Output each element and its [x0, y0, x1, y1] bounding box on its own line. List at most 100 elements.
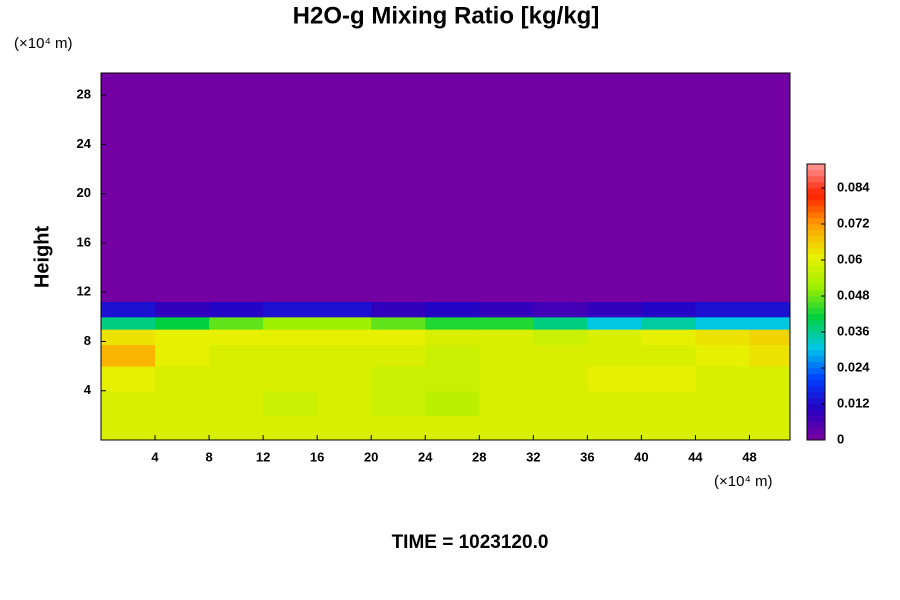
y-tick-label: 28	[77, 87, 91, 102]
heat-cell	[425, 316, 480, 330]
heat-cell	[641, 344, 696, 367]
heat-cell	[749, 144, 791, 244]
colorbar-band	[807, 332, 825, 339]
x-tick-label: 40	[634, 449, 648, 464]
heat-cell	[209, 316, 264, 330]
heat-cell	[263, 316, 318, 330]
heat-cell	[317, 73, 372, 145]
heat-cell	[317, 344, 372, 367]
heat-cell	[263, 301, 318, 318]
colorbar-band	[807, 374, 825, 381]
heat-cell	[209, 242, 264, 302]
heat-cell	[101, 329, 156, 346]
heat-cell	[749, 316, 791, 330]
heat-cell	[695, 344, 750, 367]
heat-cell	[641, 329, 696, 346]
heat-cell	[479, 316, 534, 330]
heat-cell	[101, 301, 156, 318]
heat-cell	[371, 329, 426, 346]
footer: TIME = 1023120.0	[392, 532, 549, 553]
heat-cell	[587, 366, 642, 392]
heat-cell	[155, 301, 210, 318]
heat-cell	[533, 344, 588, 367]
x-tick-label: 36	[580, 449, 594, 464]
colorbar-band	[807, 278, 825, 285]
chart-title: H2O-g Mixing Ratio [kg/kg]	[293, 2, 600, 29]
heat-cell	[425, 344, 480, 367]
x-tick-label: 28	[472, 449, 486, 464]
colorbar-band	[807, 398, 825, 405]
colorbar-tick-label: 0.072	[837, 215, 870, 230]
heat-cell	[263, 242, 318, 302]
colorbar-band	[807, 314, 825, 321]
heat-cell	[533, 242, 588, 302]
heat-cell	[533, 316, 588, 330]
heat-cell	[155, 73, 210, 145]
heat-cell	[587, 73, 642, 145]
y-tick-label: 20	[77, 185, 91, 200]
heat-cell	[209, 415, 264, 441]
colorbar-band	[807, 296, 825, 303]
colorbar-band	[807, 422, 825, 429]
heat-cell	[479, 390, 534, 416]
heat-cell	[371, 242, 426, 302]
heat-cell	[263, 73, 318, 145]
heat-cell	[155, 390, 210, 416]
heat-cell	[263, 390, 318, 416]
heat-cell	[695, 144, 750, 244]
colorbar-band	[807, 200, 825, 207]
colorbar-band	[807, 272, 825, 279]
colorbar-band	[807, 230, 825, 237]
colorbar-band	[807, 404, 825, 411]
heat-cell	[587, 242, 642, 302]
colorbar-band	[807, 176, 825, 183]
heat-cell	[533, 301, 588, 318]
heat-cell	[101, 390, 156, 416]
heat-cell	[749, 329, 791, 346]
colorbar-band	[807, 302, 825, 309]
colorbar-tick-label: 0	[837, 431, 844, 446]
x-tick-label: 8	[205, 449, 212, 464]
heat-cell	[479, 366, 534, 392]
heat-cell	[479, 242, 534, 302]
heat-cell	[749, 301, 791, 318]
heat-cell	[101, 344, 156, 367]
heat-cell	[533, 366, 588, 392]
colorbar-band	[807, 380, 825, 387]
heat-cell	[749, 73, 791, 145]
colorbar-band	[807, 194, 825, 201]
heat-cell	[317, 301, 372, 318]
heat-cell	[425, 144, 480, 244]
heat-cell	[263, 366, 318, 392]
heat-cell	[209, 329, 264, 346]
plot-frame	[100, 72, 791, 441]
heat-cell	[371, 390, 426, 416]
heat-cell	[641, 366, 696, 392]
colorbar-band	[807, 242, 825, 249]
heat-cell	[371, 415, 426, 441]
heat-cell	[371, 144, 426, 244]
colorbar-band	[807, 218, 825, 225]
heat-cell	[479, 344, 534, 367]
heat-cell	[641, 242, 696, 302]
colorbar-band	[807, 416, 825, 423]
heat-cell	[155, 415, 210, 441]
heat-cell	[425, 366, 480, 392]
heat-cell	[425, 301, 480, 318]
heat-cell	[371, 344, 426, 367]
x-tick-label: 24	[418, 449, 433, 464]
heat-cell	[587, 390, 642, 416]
colorbar-band	[807, 320, 825, 327]
heat-cell	[209, 366, 264, 392]
heat-cell	[263, 144, 318, 244]
heat-cell	[749, 242, 791, 302]
heat-cell	[101, 144, 156, 244]
y-tick-label: 24	[77, 136, 92, 151]
y-tick-label: 8	[84, 333, 91, 348]
heat-cell	[533, 73, 588, 145]
heat-cell	[371, 316, 426, 330]
colorbar-band	[807, 212, 825, 219]
colorbar-band	[807, 182, 825, 189]
heat-cell	[155, 144, 210, 244]
